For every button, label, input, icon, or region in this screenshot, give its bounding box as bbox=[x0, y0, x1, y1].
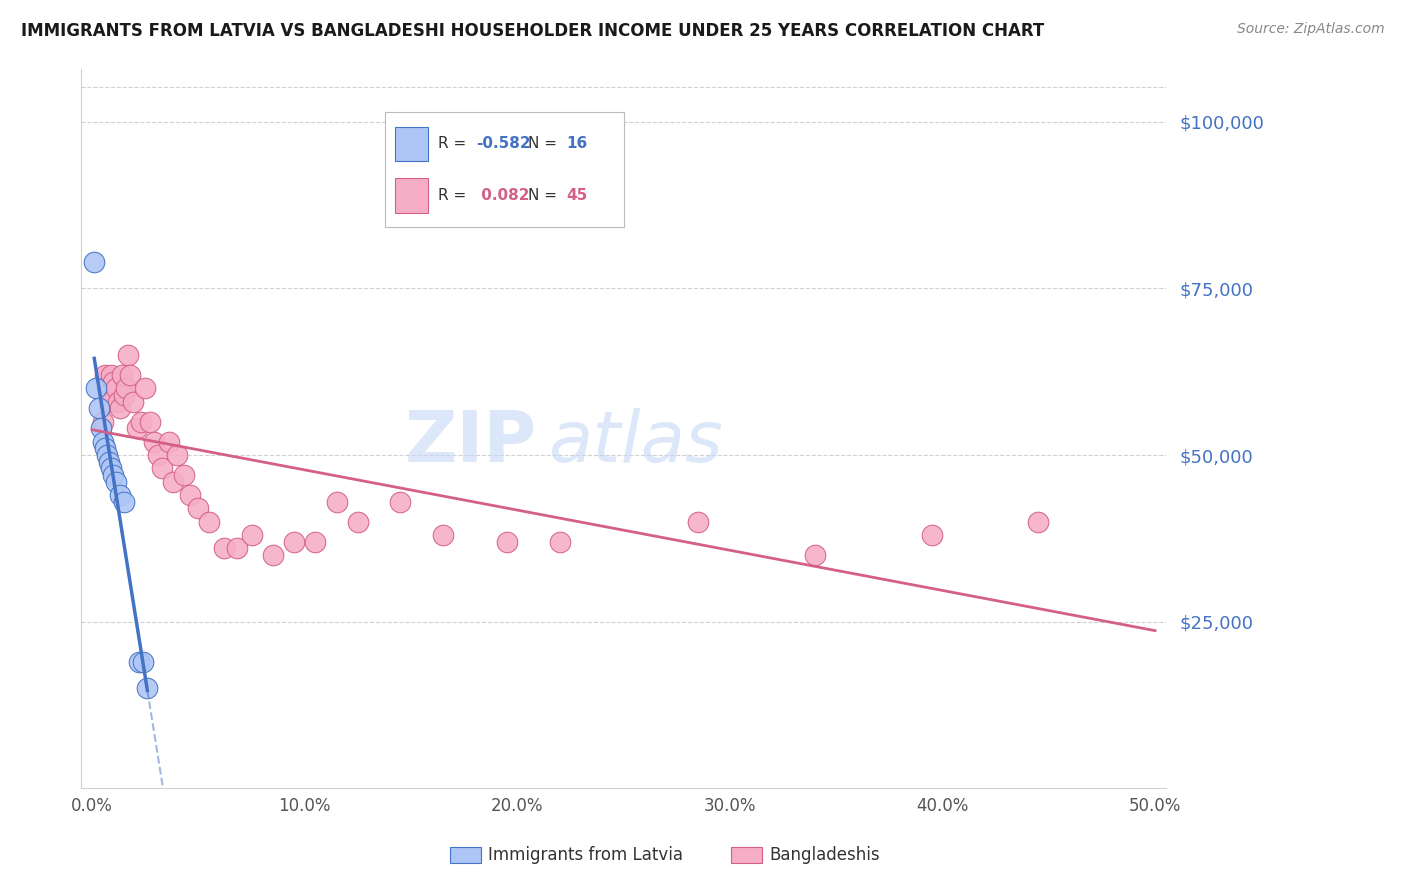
Point bbox=[495, 534, 517, 549]
Text: IMMIGRANTS FROM LATVIA VS BANGLADESHI HOUSEHOLDER INCOME UNDER 25 YEARS CORRELAT: IMMIGRANTS FROM LATVIA VS BANGLADESHI HO… bbox=[21, 22, 1045, 40]
Point bbox=[125, 421, 148, 435]
Point bbox=[90, 421, 112, 435]
Point bbox=[129, 415, 152, 429]
Point bbox=[94, 368, 117, 382]
Point bbox=[86, 381, 108, 395]
Point bbox=[115, 381, 138, 395]
Point bbox=[107, 394, 129, 409]
Point bbox=[212, 541, 235, 556]
Point bbox=[117, 348, 139, 362]
Point bbox=[96, 381, 118, 395]
Point bbox=[111, 368, 134, 382]
Point bbox=[136, 681, 159, 696]
Point bbox=[120, 368, 142, 382]
Point bbox=[134, 381, 156, 395]
Point bbox=[103, 468, 125, 483]
Point bbox=[103, 375, 125, 389]
Point bbox=[198, 515, 221, 529]
Point bbox=[100, 368, 122, 382]
Point bbox=[142, 434, 165, 449]
Point bbox=[262, 548, 284, 562]
Text: Source: ZipAtlas.com: Source: ZipAtlas.com bbox=[1237, 22, 1385, 37]
Point bbox=[240, 528, 263, 542]
Text: Immigrants from Latvia: Immigrants from Latvia bbox=[488, 847, 683, 864]
Point bbox=[325, 494, 347, 508]
Point bbox=[157, 434, 180, 449]
Point bbox=[548, 534, 571, 549]
Point bbox=[91, 434, 114, 449]
Point bbox=[108, 488, 131, 502]
Point bbox=[804, 548, 827, 562]
Point bbox=[686, 515, 709, 529]
Point bbox=[128, 655, 150, 669]
Point bbox=[132, 655, 155, 669]
Point bbox=[347, 515, 370, 529]
Text: atlas: atlas bbox=[548, 409, 723, 477]
Point bbox=[225, 541, 247, 556]
Point bbox=[121, 394, 143, 409]
Point bbox=[173, 468, 195, 483]
Point bbox=[146, 448, 169, 462]
Point bbox=[138, 415, 160, 429]
Text: ZIP: ZIP bbox=[405, 409, 537, 477]
Point bbox=[162, 475, 184, 489]
Point bbox=[100, 461, 122, 475]
Point bbox=[112, 388, 135, 402]
Point bbox=[921, 528, 943, 542]
Point bbox=[96, 448, 118, 462]
Point bbox=[98, 455, 121, 469]
Point bbox=[94, 442, 117, 456]
Point bbox=[150, 461, 173, 475]
Point bbox=[283, 534, 305, 549]
Point bbox=[389, 494, 412, 508]
Point bbox=[104, 475, 127, 489]
Point bbox=[432, 528, 454, 542]
Point bbox=[104, 381, 127, 395]
Point bbox=[98, 394, 121, 409]
Text: Bangladeshis: Bangladeshis bbox=[769, 847, 880, 864]
Point bbox=[1026, 515, 1049, 529]
Point bbox=[87, 401, 110, 416]
Point bbox=[108, 401, 131, 416]
Point bbox=[166, 448, 188, 462]
Point bbox=[179, 488, 201, 502]
Point bbox=[304, 534, 326, 549]
Point bbox=[112, 494, 135, 508]
Point bbox=[91, 415, 114, 429]
Point bbox=[187, 501, 209, 516]
Point bbox=[83, 254, 105, 268]
